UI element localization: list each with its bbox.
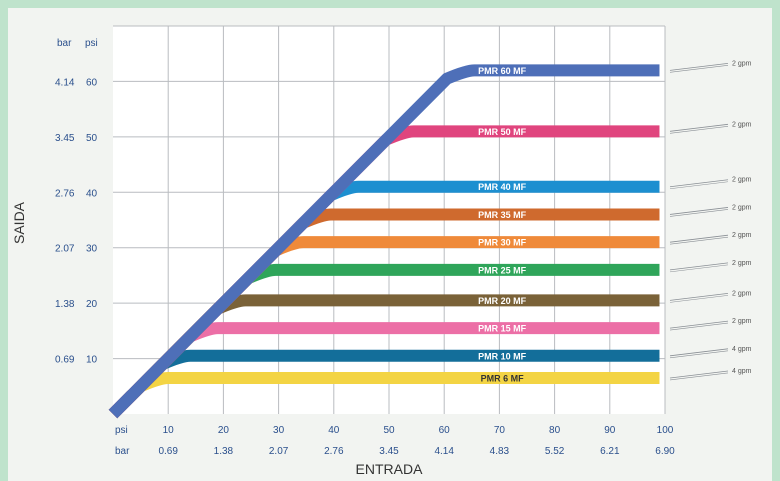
side-note-line — [669, 292, 729, 301]
x-tick-bar: 6.21 — [600, 446, 620, 457]
side-note-line — [669, 65, 729, 73]
x-tick-psi: 100 — [657, 425, 674, 436]
side-note-text: 2 gpm — [732, 232, 752, 239]
x-tick-bar: 5.52 — [545, 446, 565, 457]
y-tick-bar: 1.38 — [55, 299, 75, 310]
side-note-line — [669, 209, 729, 217]
x-tick-bar: 2.07 — [269, 446, 289, 457]
series-label: PMR 15 MF — [478, 324, 527, 334]
side-note-text: 2 gpm — [732, 290, 752, 297]
chart-frame: PMR 60 MF PMR 50 MF PMR 40 MF PMR 35 MF PMR … — [8, 8, 772, 481]
series-label: PMR 20 MF — [478, 296, 527, 306]
x-tick-bar: 2.76 — [324, 446, 344, 457]
side-note-line — [669, 234, 729, 243]
y-tick-bar: 4.14 — [55, 77, 75, 88]
y-tick-psi: 60 — [86, 77, 98, 88]
side-notes: 2 gpm 2 gpm 2 gpm 2 gpm 2 gpm 2 gpm 2 gpm 2 gpm… — [669, 60, 752, 381]
x-tick-psi: 50 — [383, 425, 395, 436]
x-tick-psi: 20 — [218, 425, 230, 436]
side-note-text: 2 gpm — [732, 260, 752, 267]
side-note-line — [669, 322, 729, 331]
series-label: PMR 25 MF — [478, 265, 527, 275]
x-unit-bar: bar — [115, 446, 130, 457]
series-label: PMR 6 MF — [481, 373, 525, 383]
side-note-line — [669, 350, 729, 359]
side-note-line — [669, 62, 729, 71]
series-label: PMR 30 MF — [478, 238, 527, 248]
series-label: PMR 40 MF — [478, 182, 527, 192]
x-tick-psi: 10 — [163, 425, 175, 436]
side-note-line — [669, 181, 729, 190]
side-note-line — [669, 372, 729, 381]
side-note-line — [669, 348, 729, 357]
x-tick-bar: 1.38 — [214, 446, 234, 457]
x-ticks: 10 0.69 20 1.38 30 2.07 40 2.76 50 3.45 60 4.14 70 4.… — [158, 425, 675, 457]
pressure-chart: PMR 60 MF PMR 50 MF PMR 40 MF PMR 35 MF PMR … — [11, 25, 752, 477]
x-tick-bar: 3.45 — [379, 446, 399, 457]
side-note-line — [669, 262, 729, 271]
x-unit-psi: psi — [115, 425, 128, 436]
side-note-line — [669, 126, 729, 134]
x-tick-psi: 30 — [273, 425, 285, 436]
y-tick-bar: 2.07 — [55, 244, 75, 255]
side-note-line — [669, 123, 729, 132]
y-tick-psi: 30 — [86, 244, 98, 255]
side-note-line — [669, 320, 729, 329]
x-tick-psi: 70 — [494, 425, 506, 436]
y-unit-psi: psi — [85, 38, 98, 49]
y-tick-psi: 10 — [86, 355, 98, 366]
series-labels: PMR 60 MF PMR 50 MF PMR 40 MF PMR 35 MF PMR … — [478, 66, 527, 384]
series-line — [108, 64, 660, 419]
series-label: PMR 60 MF — [478, 66, 527, 76]
y-ticks: 0.69 10 1.38 20 2.07 30 2.76 40 3.45 50 4.14 60 — [55, 77, 98, 365]
y-tick-psi: 50 — [86, 133, 98, 144]
y-tick-bar: 0.69 — [55, 355, 75, 366]
side-note-line — [669, 370, 729, 379]
side-note-text: 2 gpm — [732, 177, 752, 184]
x-tick-bar: 4.83 — [490, 446, 510, 457]
x-tick-psi: 80 — [549, 425, 561, 436]
y-tick-psi: 40 — [86, 188, 98, 199]
side-note-text: 2 gpm — [732, 121, 752, 128]
series-label: PMR 10 MF — [478, 351, 527, 361]
side-note-text: 4 gpm — [732, 346, 752, 353]
series-label: PMR 50 MF — [478, 127, 527, 137]
side-note-text: 2 gpm — [732, 204, 752, 211]
series-label: PMR 35 MF — [478, 210, 527, 220]
x-tick-bar: 4.14 — [434, 446, 454, 457]
side-note-text: 2 gpm — [732, 60, 752, 67]
x-tick-bar: 0.69 — [158, 446, 178, 457]
side-note-line — [669, 179, 729, 188]
side-note-line — [669, 207, 729, 215]
y-unit-bar: bar — [57, 38, 72, 49]
x-tick-bar: 6.90 — [655, 446, 675, 457]
x-axis-title: ENTRADA — [356, 461, 424, 477]
y-tick-psi: 20 — [86, 299, 98, 310]
x-tick-psi: 40 — [328, 425, 340, 436]
y-tick-bar: 3.45 — [55, 133, 75, 144]
y-tick-bar: 2.76 — [55, 188, 75, 199]
side-note-line — [669, 236, 729, 245]
series-group — [108, 64, 660, 419]
x-tick-psi: 90 — [604, 425, 616, 436]
side-note-line — [669, 264, 729, 273]
side-note-text: 2 gpm — [732, 318, 752, 325]
side-note-text: 4 gpm — [732, 368, 752, 375]
side-note-line — [669, 295, 729, 303]
x-tick-psi: 60 — [439, 425, 451, 436]
y-axis-title: SAIDA — [11, 201, 27, 244]
